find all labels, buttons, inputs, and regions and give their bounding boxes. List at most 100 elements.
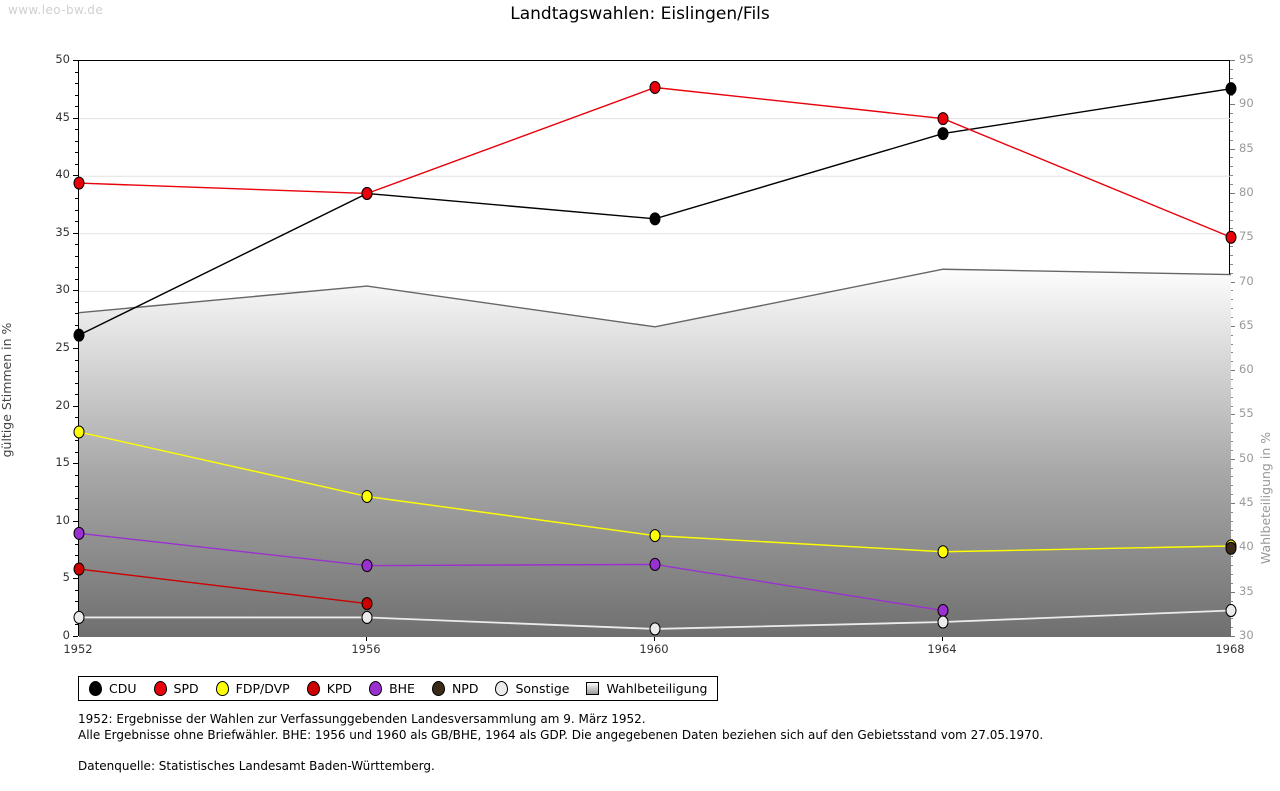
point-sonstige-1964 — [937, 615, 949, 629]
y-minor-tick-right — [1230, 627, 1233, 629]
turnout-area — [78, 268, 1232, 637]
legend-item-sonstige[interactable]: Sonstige — [495, 681, 569, 696]
point-cdu-1960 — [649, 212, 661, 226]
point-fdp-dvp-1960 — [649, 529, 661, 543]
y-minor-tick-right — [1230, 157, 1233, 159]
y-tickmark-left — [73, 290, 78, 292]
y-tick-right-70: 70 — [1239, 273, 1254, 288]
x-tick-1956: 1956 — [351, 642, 381, 656]
y-tickmark-left — [73, 405, 78, 407]
y-tickmark-right — [1230, 104, 1235, 106]
y-minor-tick-left — [75, 451, 78, 453]
point-bhe-1964 — [937, 604, 949, 618]
y-minor-tick-right — [1230, 449, 1233, 451]
legend-item-cdu[interactable]: CDU — [89, 681, 137, 696]
y-minor-tick-left — [75, 94, 78, 96]
y-tickmark-right — [1230, 503, 1235, 505]
y-minor-tick-right — [1230, 511, 1233, 513]
y-axis-left-label: gültige Stimmen in % — [0, 322, 14, 458]
watermark: www.leo-bw.de — [8, 3, 104, 17]
legend-marker-icon — [431, 681, 445, 696]
y-minor-tick-right — [1230, 113, 1233, 115]
y-minor-tick-left — [75, 129, 78, 131]
y-tickmark-left — [73, 348, 78, 349]
y-tickmark-right — [1230, 458, 1235, 460]
y-tickmark-left — [73, 520, 78, 522]
y-minor-tick-right — [1230, 618, 1233, 620]
legend: CDU SPD FDP/DVP KPD BHE NPD Sonstige Wahlbeteil… — [78, 676, 719, 701]
point-fdp-dvp-1956 — [361, 489, 373, 503]
y-minor-tick-left — [75, 244, 78, 246]
x-tickmark — [654, 636, 655, 641]
legend-item-fdp-dvp[interactable]: FDP/DVP — [215, 681, 290, 696]
data-source: Datenquelle: Statistisches Landesamt Bad… — [78, 759, 435, 773]
y-tickmark-left — [73, 578, 78, 580]
legend-item-npd[interactable]: NPD — [431, 681, 479, 696]
y-minor-tick-right — [1230, 432, 1233, 434]
y-minor-tick-left — [75, 555, 78, 557]
point-sonstige-1968 — [1225, 604, 1237, 618]
point-cdu-1964 — [937, 127, 949, 141]
y-tickmark-right — [1230, 325, 1235, 327]
point-fdp-dvp-1952 — [73, 425, 85, 439]
legend-swatch-icon — [586, 682, 600, 695]
x-tick-1964: 1964 — [927, 642, 957, 656]
y-minor-tick-right — [1230, 246, 1233, 248]
y-tick-right-80: 80 — [1239, 184, 1254, 199]
turnout-area-fill — [79, 269, 1231, 637]
point-sonstige-1960 — [649, 622, 661, 636]
legend-item-wahlbeteiligung[interactable]: Wahlbeteiligung — [586, 681, 707, 696]
y-minor-tick-left — [75, 313, 78, 315]
y-minor-tick-right — [1230, 467, 1233, 469]
y-minor-tick-right — [1230, 263, 1233, 265]
point-fdp-dvp-1964 — [937, 545, 949, 559]
legend-marker-icon — [215, 681, 229, 696]
y-tick-right-85: 85 — [1239, 140, 1254, 155]
point-cdu-1952 — [73, 328, 85, 342]
line-kpd — [78, 568, 368, 605]
legend-marker-icon — [153, 681, 167, 696]
footnotes: 1952: Ergebnisse der Wahlen zur Verfassu… — [78, 711, 1208, 773]
footnote-line-2: Alle Ergebnisse ohne Briefwähler. BHE: 1… — [78, 728, 1044, 742]
y-minor-tick-left — [75, 83, 78, 85]
y-minor-tick-left — [75, 152, 78, 154]
y-minor-tick-left — [75, 497, 78, 499]
y-minor-tick-right — [1230, 582, 1233, 584]
y-minor-tick-right — [1230, 316, 1233, 318]
y-tickmark-left — [73, 117, 78, 119]
y-tick-right-90: 90 — [1239, 96, 1254, 111]
legend-item-bhe[interactable]: BHE — [369, 681, 415, 696]
y-tick-right-95: 95 — [1239, 52, 1254, 66]
y-tick-left-50: 50 — [55, 52, 70, 66]
y-minor-tick-right — [1230, 476, 1233, 478]
y-tick-left-20: 20 — [55, 397, 70, 412]
y-tickmark-left — [73, 232, 78, 234]
y-tickmark-right — [1230, 148, 1235, 150]
point-cdu-1968 — [1225, 82, 1237, 96]
y-minor-tick-right — [1230, 405, 1233, 407]
legend-marker-icon — [306, 681, 320, 696]
y-minor-tick-right — [1230, 379, 1233, 380]
point-sonstige-1952 — [73, 610, 85, 624]
y-tick-right-35: 35 — [1239, 583, 1254, 598]
y-minor-tick-right — [1230, 494, 1233, 496]
y-minor-tick-left — [75, 359, 78, 361]
y-minor-tick-left — [75, 106, 78, 108]
legend-item-spd[interactable]: SPD — [153, 681, 199, 696]
y-tickmark-left — [73, 175, 78, 177]
legend-label: NPD — [451, 681, 479, 696]
y-minor-tick-left — [75, 198, 78, 200]
legend-label: BHE — [389, 681, 415, 696]
point-spd-1960 — [649, 80, 661, 94]
x-tick-1952: 1952 — [63, 642, 93, 656]
legend-item-kpd[interactable]: KPD — [306, 681, 352, 696]
y-minor-tick-right — [1230, 441, 1233, 443]
point-spd-1968 — [1225, 230, 1237, 244]
y-minor-tick-right — [1230, 556, 1233, 558]
y-minor-tick-right — [1230, 387, 1233, 389]
page-title: Landtagswahlen: Eislingen/Fils — [510, 4, 770, 24]
y-minor-tick-right — [1230, 334, 1233, 336]
legend-label: Sonstige — [515, 681, 570, 696]
y-minor-tick-right — [1230, 485, 1233, 487]
